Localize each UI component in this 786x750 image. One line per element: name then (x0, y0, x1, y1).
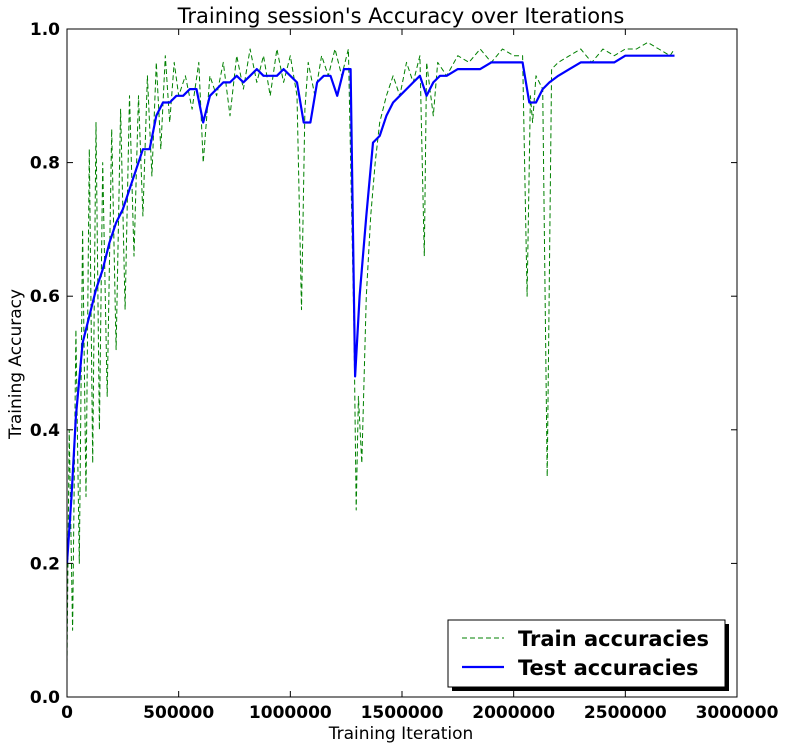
plot-frame (66, 28, 738, 698)
x-tick-label: 1000000 (249, 703, 332, 723)
x-tick-label: 1500000 (361, 703, 444, 723)
x-tick-label: 2500000 (584, 703, 667, 723)
x-tick-label: 2000000 (472, 703, 555, 723)
series-line-test (67, 54, 675, 564)
legend: Train accuracies Test accuracies (447, 619, 729, 691)
plot-area (67, 41, 675, 664)
y-tick-label: 0.0 (30, 688, 60, 708)
x-tick-label: 0 (61, 703, 73, 723)
x-axis-label: Training Iteration (328, 724, 474, 744)
y-tick-label: 0.8 (30, 154, 60, 174)
x-tick-label: 500000 (143, 703, 214, 723)
legend-label-test: Test accuracies (518, 656, 699, 680)
x-tick-label: 3000000 (696, 703, 779, 723)
y-tick-label: 0.6 (30, 287, 60, 307)
axis-ticks: 0 500000 1000000 1500000 2000000 2500000 30000… (30, 20, 779, 723)
y-tick-label: 1.0 (30, 20, 60, 40)
y-tick-label: 0.2 (30, 554, 60, 574)
chart-title: Training session's Accuracy over Iterati… (177, 4, 625, 28)
legend-label-train: Train accuracies (518, 627, 709, 651)
y-axis-label: Training Accuracy (6, 289, 26, 440)
legend-box (447, 619, 726, 688)
y-tick-label: 0.4 (30, 421, 60, 441)
